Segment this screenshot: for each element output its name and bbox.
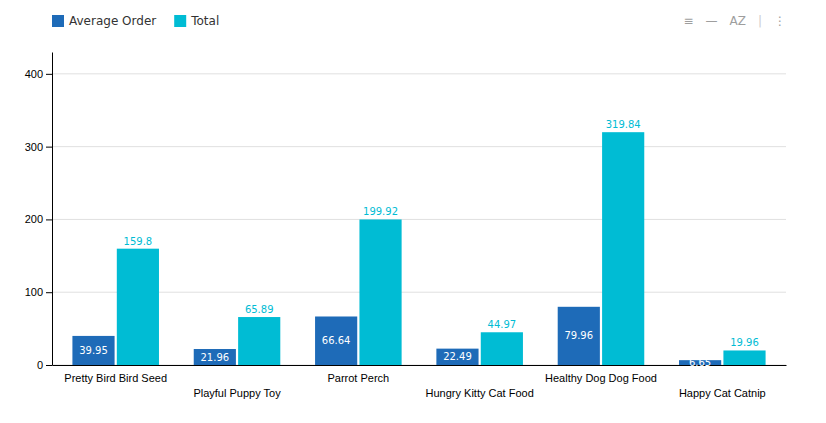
legend: Average Order Total [52,14,219,28]
data-label: 39.95 [79,345,108,356]
toolbar-icon: | [758,14,762,28]
x-tick: Playful Puppy Toy [193,365,281,399]
toolbar-icon: ≡ [683,14,693,28]
toolbar-icon: AZ [730,14,746,28]
legend-item: Average Order [52,14,156,28]
bar [558,307,600,365]
x-tick: Pretty Bird Bird Seed [64,365,167,384]
bar [481,332,523,365]
toolbar-icon: — [706,14,718,28]
x-tick: Hungry Kitty Cat Food [426,365,534,399]
grid-line [52,219,786,220]
grid [52,74,786,365]
y-tick-label: 0 [37,359,43,371]
y-tick: 300 [25,141,52,153]
data-label-series: 39.95 21.96 66.64 22.49 79.96 6.65 [79,330,711,368]
legend-swatch [174,15,186,27]
x-tick: Happy Cat Catnip [679,365,766,399]
data-label: 79.96 [564,330,593,341]
data-label-series: 159.8 65.89 199.92 44.97 319.84 19.96 [124,119,759,348]
bar [117,249,159,365]
bar [194,349,236,365]
legend-label: Total [190,14,219,28]
data-label: 6.65 [689,357,711,368]
data-label: 319.84 [606,119,641,130]
x-tick: Parrot Perch [327,365,389,384]
toolbar: ⋮ | AZ — ≡ [683,14,786,28]
plot: 0 100 200 300 400 Pretty Bird Bird Seed Playfu… [25,53,787,400]
data-labels: 39.9521.9666.6422.4979.966.65159.865.891… [79,119,759,368]
x-tick-label: Healthy Dog Dog Food [545,372,657,384]
y-tick: 200 [25,213,52,225]
chart: 0 100 200 300 400 Pretty Bird Bird Seed Playfu… [0,0,826,423]
data-label: 21.96 [201,352,230,363]
data-label: 159.8 [124,236,153,247]
toolbar-icon: ⋮ [774,14,786,28]
legend-label: Average Order [69,14,156,28]
y-tick: 0 [37,359,52,371]
y-tick-label: 300 [25,141,43,153]
y-tick: 100 [25,286,52,298]
grid-line [52,292,786,293]
grid-line [52,146,786,147]
bar [436,349,478,365]
bar [72,336,114,365]
data-label: 65.89 [245,304,274,315]
y-tick-label: 100 [25,286,43,298]
chart-container: 0 100 200 300 400 Pretty Bird Bird Seed Playfu… [0,0,826,423]
data-label: 199.92 [363,206,398,217]
bar [238,317,280,365]
bars [72,132,765,365]
y-tick-label: 200 [25,213,43,225]
x-tick: Healthy Dog Dog Food [545,365,657,384]
grid-line [52,73,786,74]
data-label: 22.49 [443,351,472,362]
y-tick-mark [46,74,52,75]
y-axis: 0 100 200 300 400 [25,53,53,372]
legend-item: Total [174,14,219,28]
y-tick-mark [46,365,52,366]
data-label: 19.96 [730,337,759,348]
x-axis-line [53,365,787,366]
x-tick-label: Parrot Perch [327,372,389,384]
grid-line [52,365,786,366]
bar-series [117,132,766,365]
x-tick-label: Playful Puppy Toy [193,387,281,399]
data-label: 44.97 [488,319,517,330]
bar [359,219,401,365]
y-tick-mark [46,292,52,293]
x-axis: Pretty Bird Bird Seed Playful Puppy Toy Pa… [53,365,787,399]
y-tick-mark [46,219,52,220]
y-tick: 400 [25,68,52,80]
y-tick-mark [46,147,52,148]
bar [315,316,357,365]
x-tick-label: Pretty Bird Bird Seed [64,372,167,384]
legend-swatch [52,15,64,27]
x-tick-label: Hungry Kitty Cat Food [426,387,534,399]
data-label: 66.64 [322,335,351,346]
y-tick-label: 400 [25,68,43,80]
bar [723,350,765,365]
bar [602,132,644,365]
y-axis-line [52,53,53,366]
x-tick-label: Happy Cat Catnip [679,387,766,399]
